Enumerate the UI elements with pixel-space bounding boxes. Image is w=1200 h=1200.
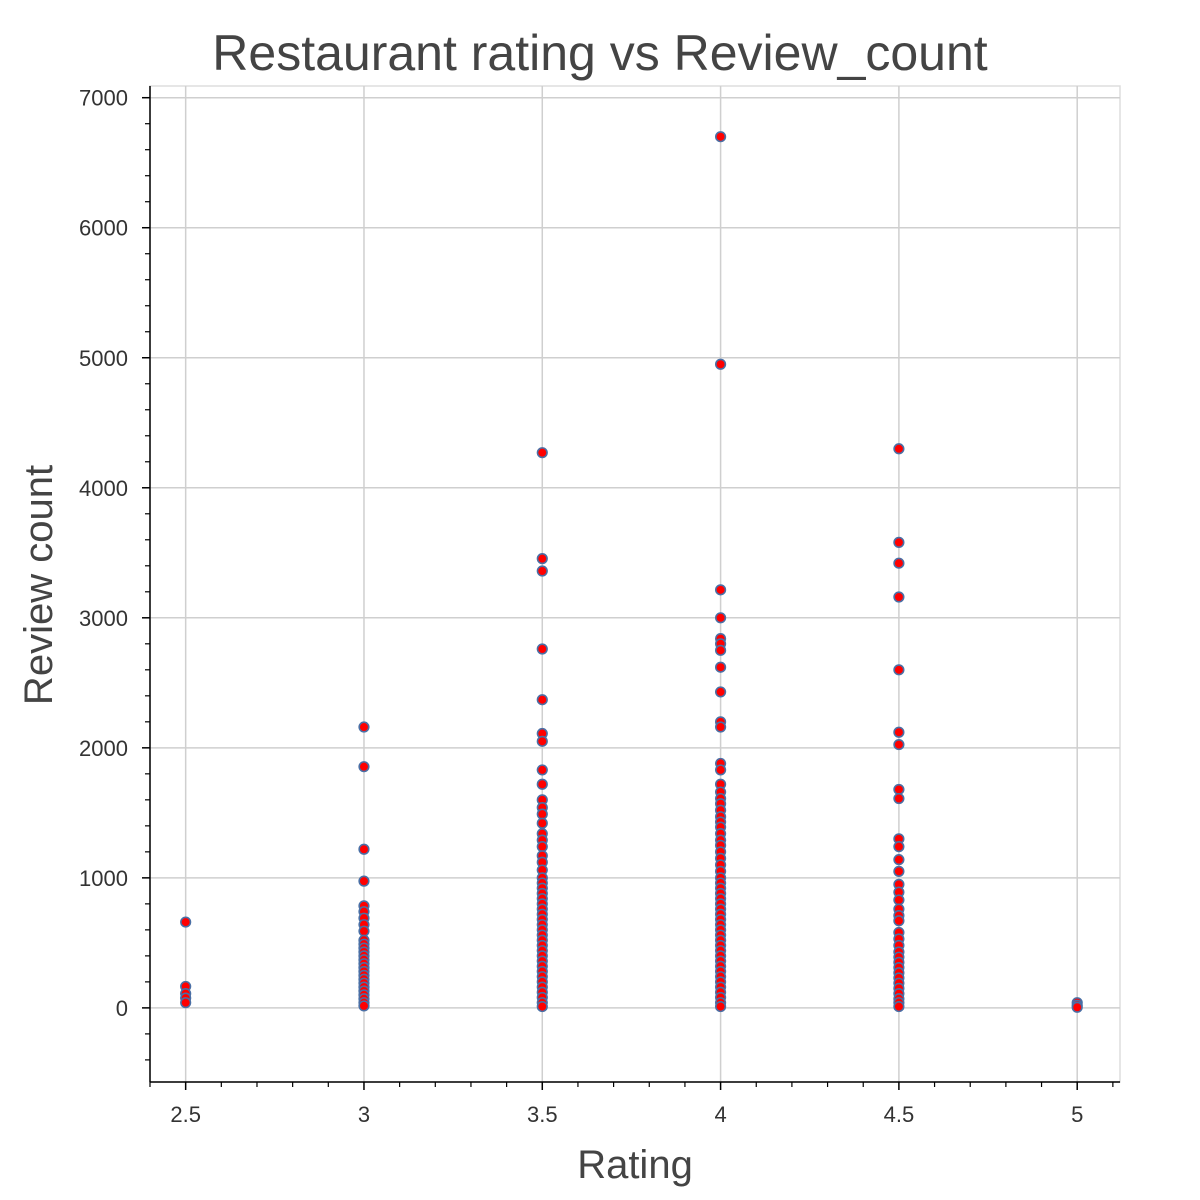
- x-tick-label: 5: [1071, 1102, 1083, 1127]
- data-point: [714, 764, 727, 776]
- data-point: [893, 536, 905, 548]
- data-point: [536, 643, 548, 655]
- y-axis-title: Review count: [17, 465, 61, 705]
- data-point: [893, 591, 905, 603]
- data-point: [893, 1000, 905, 1013]
- data-point: [536, 735, 548, 747]
- axes: 2.5 3 3.5 4 4.5 5 0 1000 2000 3000 4000 5000 6000 700…: [79, 86, 1120, 1127]
- data-point: [893, 865, 905, 877]
- data-point: [893, 664, 905, 676]
- data-point: [536, 817, 548, 829]
- data-point: [893, 557, 905, 569]
- y-tick-label: 7000: [79, 86, 128, 111]
- data-point: [893, 726, 905, 738]
- data-point: [893, 915, 905, 927]
- data-point: [714, 1000, 727, 1013]
- data-point: [536, 553, 548, 565]
- data-point: [536, 808, 548, 820]
- y-tick-label: 6000: [79, 216, 128, 241]
- data-point: [180, 997, 192, 1009]
- data-point: [893, 792, 905, 805]
- data-point: [536, 565, 548, 577]
- x-tick-label: 4.5: [884, 1102, 915, 1127]
- data-point: [893, 894, 905, 906]
- data-point: [714, 644, 727, 656]
- data-point: [358, 875, 370, 887]
- data-point: [893, 841, 905, 853]
- data-point: [536, 447, 548, 459]
- data-point: [893, 738, 905, 751]
- x-tick-label: 3: [358, 1102, 370, 1127]
- data-point: [358, 843, 370, 855]
- data-point: [714, 584, 727, 596]
- x-tick-label: 4: [714, 1102, 726, 1127]
- y-tick-label: 4000: [79, 476, 128, 501]
- data-point: [358, 721, 370, 733]
- data-points: [180, 131, 1083, 1013]
- chart-title: Restaurant rating vs Review_count: [212, 25, 987, 81]
- data-point: [1071, 1001, 1083, 1013]
- y-tick-label: 3000: [79, 606, 128, 631]
- x-axis-title: Rating: [577, 1143, 693, 1187]
- y-tick-label: 2000: [79, 736, 128, 761]
- data-point: [893, 783, 905, 796]
- data-point: [536, 778, 548, 790]
- data-point: [714, 131, 727, 143]
- data-point: [714, 686, 727, 698]
- data-point: [893, 443, 905, 455]
- data-point: [536, 764, 548, 776]
- x-tick-label: 2.5: [170, 1102, 201, 1127]
- data-point: [893, 854, 905, 866]
- data-point: [714, 721, 727, 733]
- x-tick-label: 3.5: [527, 1102, 558, 1127]
- data-point: [358, 761, 370, 773]
- y-tick-label: 0: [116, 996, 128, 1021]
- data-point: [180, 916, 192, 928]
- data-point: [358, 1000, 370, 1012]
- y-tick-label: 5000: [79, 346, 128, 371]
- data-point: [714, 358, 727, 370]
- data-point: [714, 612, 727, 624]
- data-point: [358, 925, 370, 937]
- data-point: [536, 694, 548, 706]
- data-point: [536, 841, 548, 853]
- data-point: [714, 661, 727, 673]
- y-tick-label: 1000: [79, 866, 128, 891]
- data-point: [536, 1000, 548, 1013]
